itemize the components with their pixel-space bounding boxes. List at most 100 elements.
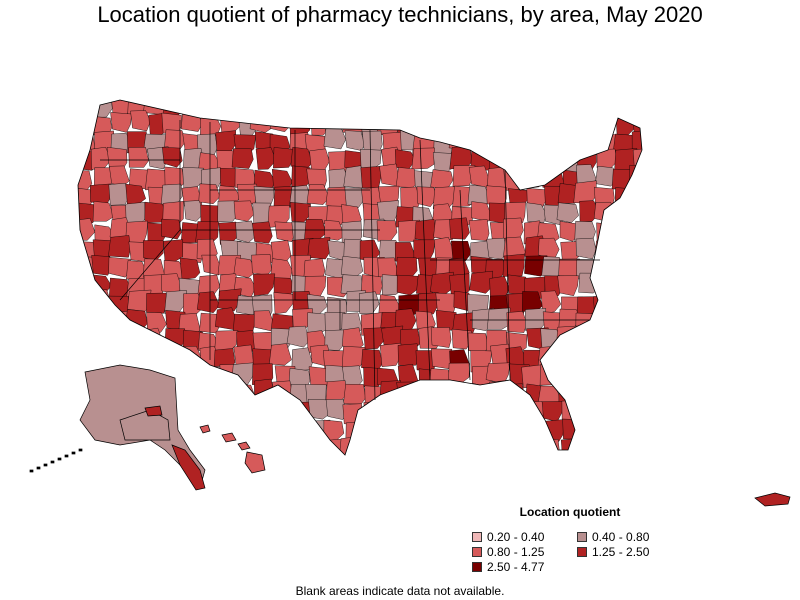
- area-region: [519, 147, 542, 168]
- area-region: [597, 416, 619, 440]
- area-region: [342, 403, 364, 425]
- area-region: [78, 100, 92, 120]
- area-region: [249, 112, 274, 133]
- area-region: [307, 237, 331, 260]
- area-region: [379, 434, 401, 455]
- area-region: [416, 421, 437, 445]
- area-region: [504, 402, 525, 425]
- area-region: [345, 100, 366, 118]
- area-region: [614, 100, 636, 118]
- area-region: [341, 220, 363, 243]
- area-region: [634, 183, 642, 205]
- area-region: [308, 435, 331, 455]
- area-region: [470, 399, 492, 422]
- area-region: [630, 385, 642, 407]
- area-region: [308, 398, 329, 420]
- area-region: [78, 255, 95, 277]
- area-region: [233, 200, 255, 222]
- area-region: [377, 200, 399, 223]
- hawaii: [199, 424, 266, 474]
- area-region: [144, 346, 167, 369]
- area-region: [291, 419, 313, 442]
- area-region: [503, 151, 525, 172]
- area-region: [307, 100, 330, 114]
- area-region: [90, 289, 112, 312]
- area-region: [128, 147, 149, 168]
- area-region: [254, 100, 276, 116]
- area-region: [505, 346, 527, 369]
- area-region: [447, 100, 470, 116]
- area-region: [78, 348, 94, 370]
- aleutian-island: [43, 463, 48, 467]
- area-region: [267, 457, 289, 478]
- area-region: [181, 380, 202, 403]
- area-region: [541, 401, 564, 422]
- area-region: [559, 349, 580, 373]
- area-region: [180, 418, 202, 442]
- area-region: [358, 291, 380, 314]
- area-region: [198, 100, 219, 119]
- area-region: [629, 311, 642, 332]
- area-region: [218, 221, 240, 245]
- area-region: [448, 362, 470, 384]
- area-region: [614, 187, 638, 208]
- area-region: [577, 381, 600, 405]
- area-region: [634, 100, 642, 118]
- area-region: [162, 146, 183, 168]
- area-region: [344, 187, 366, 208]
- area-region: [78, 434, 96, 455]
- puerto-rico-island: [754, 492, 791, 507]
- area-region: [521, 364, 542, 388]
- area-region: [593, 344, 617, 366]
- aleutian-island: [78, 448, 83, 452]
- area-region: [360, 274, 383, 295]
- area-region: [108, 235, 131, 258]
- area-region: [70, 457, 92, 477]
- aleutian-island: [50, 460, 55, 464]
- area-region: [579, 417, 602, 439]
- legend-swatch: [577, 532, 587, 542]
- area-region: [596, 148, 618, 170]
- area-region: [395, 421, 417, 443]
- area-region: [595, 327, 620, 348]
- area-region: [485, 362, 511, 384]
- alaska: [29, 364, 206, 491]
- area-region: [323, 419, 345, 442]
- area-region: [252, 221, 273, 244]
- area-region: [489, 380, 511, 403]
- area-region: [431, 420, 456, 442]
- area-region: [106, 146, 128, 168]
- area-region: [614, 348, 635, 370]
- area-region: [90, 452, 112, 455]
- area-region: [489, 276, 510, 299]
- area-region: [105, 347, 128, 369]
- area-region: [413, 384, 436, 407]
- area-region: [561, 400, 583, 422]
- area-region: [489, 400, 510, 423]
- state-borders: [100, 120, 600, 401]
- area-region: [631, 344, 642, 366]
- area-region: [181, 100, 203, 115]
- area-region: [432, 152, 454, 174]
- area-region: [596, 274, 617, 295]
- area-region: [468, 219, 490, 241]
- area-region: [434, 113, 457, 135]
- hawaii-island: [237, 441, 251, 451]
- area-region: [234, 384, 256, 405]
- area-region: [395, 399, 417, 420]
- area-region: [361, 349, 383, 370]
- area-region: [574, 452, 597, 455]
- area-region: [428, 368, 452, 389]
- area-region: [431, 348, 453, 370]
- area-region: [215, 399, 238, 420]
- area-region: [524, 457, 545, 479]
- area-region: [538, 100, 561, 119]
- area-region: [286, 325, 310, 348]
- area-region: [557, 114, 579, 136]
- area-region: [129, 346, 152, 369]
- area-region: [436, 458, 456, 480]
- legend-item-1.25-2.50: 1.25 - 2.50: [577, 545, 649, 559]
- aleutian-island: [71, 451, 76, 455]
- area-region: [434, 398, 458, 422]
- area-region: [341, 454, 365, 455]
